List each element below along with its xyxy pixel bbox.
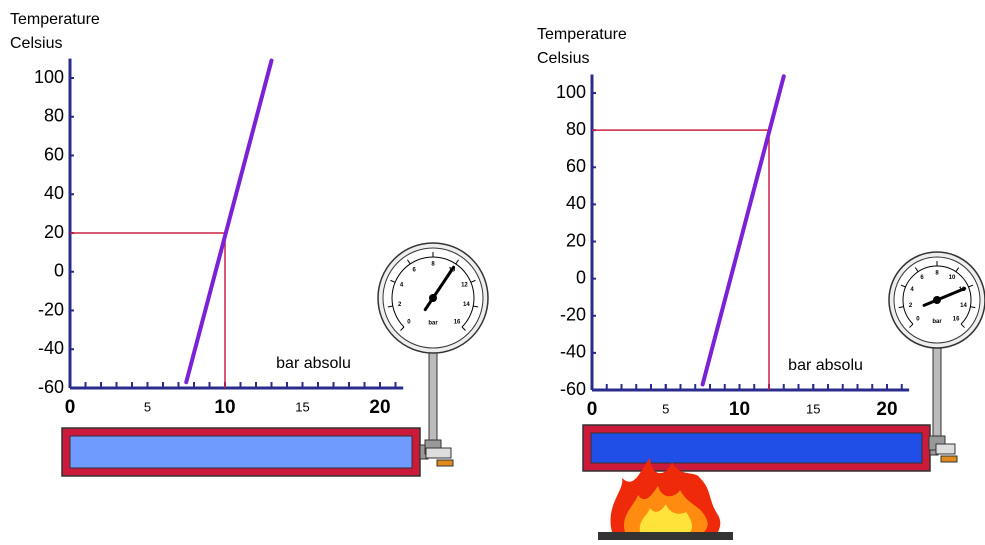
- y-axis-label: Celsius: [10, 35, 62, 52]
- x-tick-label: 5: [144, 399, 151, 414]
- gauge-arc: [902, 265, 972, 325]
- gauge-tick: [968, 284, 974, 288]
- gauge-tick: [898, 306, 904, 309]
- gauge-tick: [461, 326, 466, 331]
- gauge-tick: [900, 284, 906, 288]
- gauge-pipe: [935, 443, 956, 455]
- y-tick-label: 40: [44, 183, 64, 203]
- gauge-tick: [455, 259, 459, 265]
- tube-inner: [69, 435, 413, 469]
- y-tick-label: 100: [556, 82, 586, 102]
- y-axis-label: Celsius: [537, 50, 589, 67]
- x-axis-label: bar absolu: [276, 355, 351, 372]
- gauge-stem: [428, 352, 438, 445]
- flame-inner: [639, 504, 693, 532]
- y-tick-label: 40: [566, 193, 586, 213]
- gauge-tick: [400, 326, 405, 331]
- gauge-stem: [932, 347, 942, 441]
- gauge-unit: bar: [932, 319, 942, 325]
- chart: TemperatureCelsius-60-40-200204060801000…: [10, 11, 489, 477]
- gauge-tick-label: 0: [407, 320, 411, 326]
- x-tick-label: 15: [295, 399, 309, 414]
- y-tick-label: 60: [44, 144, 64, 164]
- x-tick-label: 0: [65, 397, 76, 418]
- y-tick-label: -40: [560, 342, 586, 362]
- gauge-tick: [970, 306, 976, 309]
- gauge-tick: [390, 279, 396, 283]
- gauge-tick-label: 8: [935, 271, 939, 277]
- gauge-tick-label: 2: [909, 303, 913, 309]
- gauge-valve: [436, 459, 454, 467]
- series-line: [700, 74, 786, 387]
- y-tick-label: 100: [34, 67, 64, 87]
- gauge-arc: [391, 256, 475, 328]
- gauge-tick-label: 2: [398, 302, 402, 308]
- gauge-tick-label: 12: [461, 283, 468, 289]
- x-tick-label: 20: [369, 397, 390, 418]
- gauge-tick-label: 14: [463, 302, 470, 308]
- y-tick-label: -60: [560, 379, 586, 399]
- gauge-needle: [423, 265, 456, 312]
- gauge-tick-label: 4: [400, 283, 404, 289]
- y-tick-label: 80: [566, 119, 586, 139]
- gauge-tick: [470, 279, 476, 283]
- gauge-tick: [960, 323, 965, 328]
- gauge-tick: [914, 267, 919, 273]
- y-axis-label: Temperature: [537, 26, 627, 43]
- y-tick-label: -20: [560, 305, 586, 325]
- gauge-tick: [955, 267, 960, 273]
- x-tick-label: 15: [806, 401, 820, 416]
- gauge-unit: bar: [428, 320, 438, 326]
- y-tick-label: -20: [38, 299, 64, 319]
- gauge-tick: [909, 323, 914, 328]
- series-line: [184, 58, 274, 385]
- gauge-hub: [429, 294, 437, 302]
- gauge-tick-label: 8: [431, 262, 435, 268]
- tube-inner: [590, 432, 923, 464]
- gauge-pipe: [425, 447, 452, 459]
- gauge-hub: [933, 296, 941, 304]
- x-tick-label: 10: [729, 399, 750, 420]
- x-tick-label: 0: [587, 399, 598, 420]
- x-tick-label: 5: [662, 401, 669, 416]
- gauge-tick-label: 14: [960, 303, 967, 309]
- y-tick-label: 20: [44, 222, 64, 242]
- y-tick-label: -60: [38, 377, 64, 397]
- y-axis-label: Temperature: [10, 11, 100, 28]
- y-tick-label: 60: [566, 156, 586, 176]
- gauge-tick-label: 4: [910, 287, 914, 293]
- x-tick-label: 20: [876, 399, 897, 420]
- gauge-tick: [387, 305, 393, 308]
- gauge-tick-label: 16: [953, 317, 960, 323]
- x-tick-label: 10: [214, 397, 235, 418]
- y-tick-label: 0: [576, 267, 586, 287]
- y-tick-label: -40: [38, 338, 64, 358]
- chart: TemperatureCelsius-60-40-200204060801000…: [537, 26, 985, 540]
- y-tick-label: 80: [44, 106, 64, 126]
- gauge-tick-label: 16: [454, 320, 461, 326]
- gauge-tick-label: 6: [412, 267, 416, 273]
- y-tick-label: 0: [54, 261, 64, 281]
- x-axis-label: bar absolu: [788, 357, 863, 374]
- gauge-tick-label: 10: [949, 275, 956, 281]
- y-tick-label: 20: [566, 230, 586, 250]
- gauge-tick-label: 6: [920, 275, 924, 281]
- gauge-needle: [922, 287, 967, 307]
- burner: [598, 532, 733, 540]
- gauge-tick: [473, 305, 479, 308]
- gauge-tick-label: 0: [916, 317, 920, 323]
- gauge-valve: [940, 455, 958, 463]
- gauge-tick: [407, 259, 411, 265]
